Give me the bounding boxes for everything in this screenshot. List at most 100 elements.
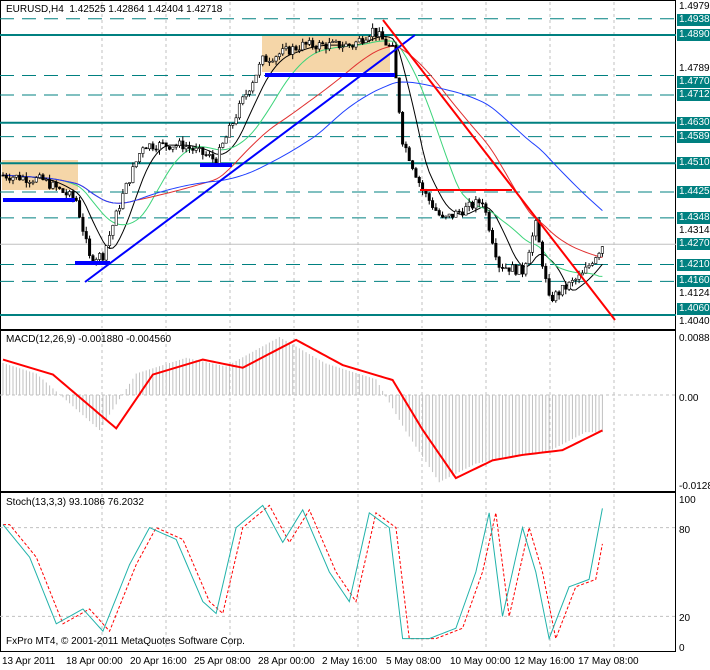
candle-body [437, 210, 441, 216]
level-price-label: 1.45890 [677, 130, 710, 143]
blue-trendline [84, 34, 416, 283]
candle-body [580, 272, 584, 276]
stoch-panel[interactable] [0, 492, 676, 652]
candle-body [217, 147, 221, 165]
candle-body [71, 191, 75, 199]
candle-body [547, 278, 551, 296]
candle-body [28, 182, 32, 184]
macd-axis-tick: -0.01288 [679, 480, 710, 492]
level-price-label: 1.45100 [677, 157, 710, 170]
candle-body [474, 199, 478, 209]
candle-body [530, 235, 534, 253]
candle-body [227, 125, 231, 138]
candle-body [444, 215, 448, 218]
candle-body [244, 94, 248, 98]
candle-body [461, 211, 465, 216]
time-axis-label: 10 May 00:00 [450, 656, 511, 667]
candle-body [291, 46, 295, 55]
candle-body [44, 179, 48, 181]
candle-body [367, 36, 371, 41]
candle-body [31, 181, 35, 184]
candle-body [274, 56, 278, 62]
candle-body [271, 60, 275, 63]
candle-body [301, 41, 305, 51]
time-axis-label: 17 May 08:00 [578, 656, 639, 667]
candle-body [124, 183, 128, 194]
candle-body [497, 256, 501, 268]
candle-body [101, 253, 105, 261]
candle-body [411, 160, 415, 169]
candle-body [407, 147, 411, 161]
candle-body [404, 143, 408, 149]
candle-body [311, 40, 315, 48]
candle-body [570, 280, 574, 283]
candle-body [104, 245, 108, 261]
candle-body [61, 188, 65, 193]
price-panel[interactable] [0, 0, 676, 330]
candle-body [524, 263, 528, 275]
candle-body [294, 46, 298, 51]
level-price-label: 1.42100 [677, 258, 710, 271]
candle-body [254, 74, 258, 83]
candle-body [510, 264, 514, 272]
candle-body [451, 213, 455, 218]
candle-body [441, 214, 445, 218]
candle-body [381, 31, 385, 40]
candle-body [550, 294, 554, 302]
candle-body [257, 63, 261, 76]
candle-body [321, 42, 325, 45]
candle-body [34, 177, 38, 183]
candle-body [134, 161, 138, 167]
copyright-footer: FxPro MT4, © 2001-2011 MetaQuotes Softwa… [6, 636, 245, 647]
ma-green-line [2, 40, 603, 277]
candle-body [457, 210, 461, 213]
candle-body [520, 265, 524, 275]
candle-body [211, 154, 215, 160]
candle-body [84, 231, 88, 240]
candle-body [247, 90, 251, 95]
candle-body [38, 174, 42, 178]
candle-body [324, 43, 328, 50]
candle-body [517, 265, 521, 275]
candle-body [600, 246, 604, 254]
candle-body [158, 142, 162, 151]
candle-body [14, 174, 18, 178]
candle-body [431, 200, 435, 208]
candle-body [304, 41, 308, 45]
candle-body [114, 210, 118, 226]
high-price: 1.42864 [108, 4, 145, 15]
candle-body [354, 41, 358, 48]
macd-panel[interactable] [0, 330, 676, 492]
candle-body [364, 39, 368, 43]
candle-body [464, 206, 468, 216]
candle-body [481, 202, 485, 205]
time-axis-label: 12 May 16:00 [514, 656, 575, 667]
time-axis-label: 2 May 16:00 [322, 656, 378, 667]
candle-body [357, 38, 361, 43]
candle-body [177, 140, 181, 146]
candle-body [544, 265, 548, 279]
candle-body [154, 148, 158, 151]
stoch-header: Stoch(13,3,3) 93.1086 76.2032 [6, 497, 144, 508]
candle-body [567, 281, 571, 290]
level-price-label: 1.47123 [677, 89, 710, 102]
candle-body [507, 267, 511, 272]
candle-body [164, 142, 168, 147]
candle-body [131, 166, 135, 183]
red-trendline [382, 19, 616, 321]
candle-body [590, 263, 594, 266]
candle-body [387, 44, 391, 47]
candle-body [491, 230, 495, 244]
candle-body [81, 216, 85, 232]
time-axis-label: 13 Apr 2011 [2, 656, 56, 667]
candle-body [287, 46, 291, 55]
symbol-title: EURUSD,H4 [6, 4, 64, 15]
candle-body [401, 112, 405, 145]
candle-body [487, 212, 491, 231]
candle-body [514, 264, 518, 275]
candle-body [241, 96, 245, 104]
candle-body [397, 77, 401, 113]
candle-body [267, 61, 271, 63]
